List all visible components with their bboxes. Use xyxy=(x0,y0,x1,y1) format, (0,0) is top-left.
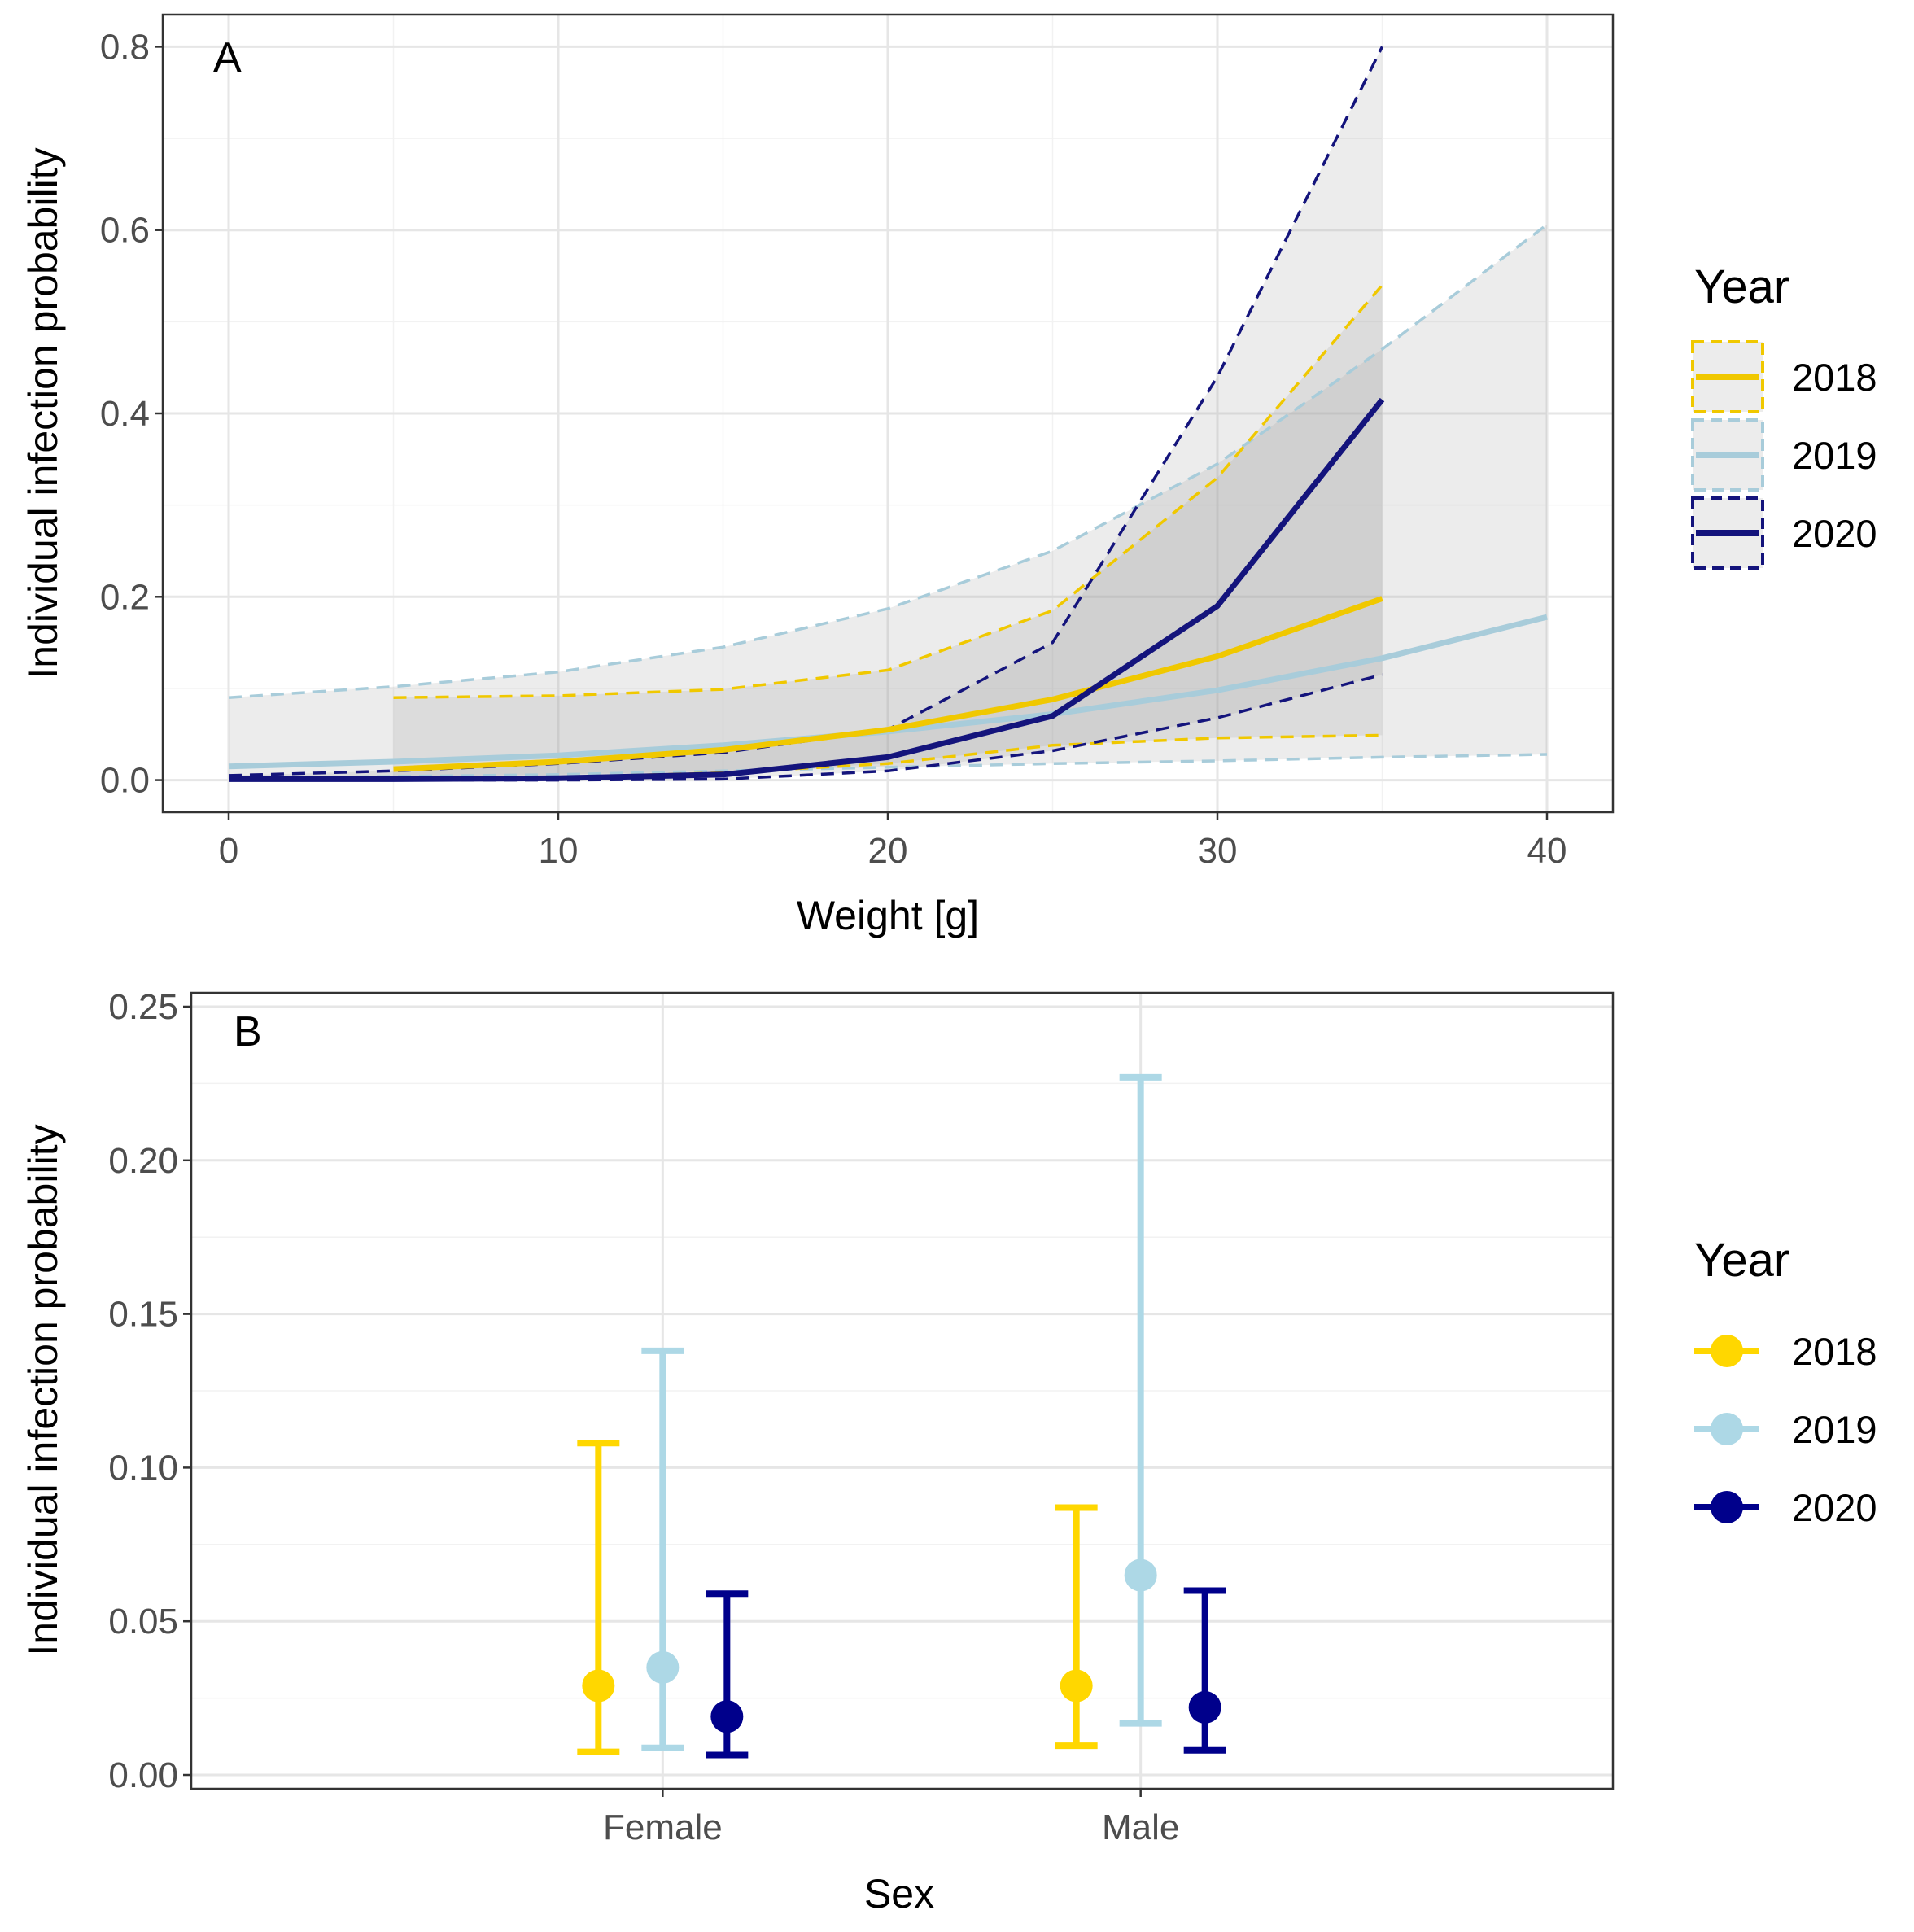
panel-a: 0.0 0.2 0.4 0.6 0.8 0 10 20 30 40 A Weight [g] I… xyxy=(20,13,1877,938)
panel-b-legend: Year 2018 2019 2020 xyxy=(1694,1234,1877,1529)
panel-b-minor-gridlines xyxy=(191,1082,1613,1699)
lower-bound-2018 xyxy=(393,733,1383,781)
y-tick-label: 0.2 xyxy=(100,577,150,617)
panel-a-y-axis-title: Individual infection probability xyxy=(20,147,66,679)
legend-label-2020: 2020 xyxy=(1792,512,1877,555)
y-tick-label: 0.15 xyxy=(108,1295,178,1335)
panel-b-y-ticks: 0.00 0.05 0.10 0.15 0.20 0.25 xyxy=(108,987,191,1795)
panel-a-x-axis-title: Weight [g] xyxy=(797,893,979,938)
y-tick-label: 0.25 xyxy=(108,987,178,1027)
y-tick-label: 0.8 xyxy=(100,27,150,67)
x-tick-label: 0 xyxy=(219,831,238,871)
y-tick-label: 0.4 xyxy=(100,394,150,434)
panel-a-legend-title: Year xyxy=(1694,260,1789,313)
legend-label-2018: 2018 xyxy=(1792,356,1877,399)
x-tick-label: 30 xyxy=(1198,831,1238,871)
panel-b-y-axis-title: Individual infection probability xyxy=(20,1124,66,1655)
panel-a-legend: Year 2018 2019 2020 xyxy=(1691,260,1877,570)
point-2019-Female xyxy=(646,1650,680,1684)
panel-b-error-bars xyxy=(577,1073,1226,1759)
legend-label-2018: 2018 xyxy=(1792,1330,1877,1373)
ribbon-2020 xyxy=(229,46,1383,780)
panel-a-series-lines xyxy=(228,397,1548,782)
x-tick-label: 40 xyxy=(1527,831,1567,871)
panel-a-y-ticks: 0.0 0.2 0.4 0.6 0.8 xyxy=(100,27,163,801)
panel-a-x-ticks: 0 10 20 30 40 xyxy=(219,812,1567,871)
y-tick-label: 0.10 xyxy=(108,1448,178,1488)
ribbon-2019 xyxy=(229,225,1547,779)
panel-a-confidence-ribbons xyxy=(229,46,1547,780)
panel-b-legend-title: Year xyxy=(1694,1234,1789,1287)
panel-b-border xyxy=(190,991,1615,1790)
x-tick-label: Female xyxy=(603,1807,723,1847)
panel-b-label: B xyxy=(234,1008,262,1056)
point-2018-Male xyxy=(1060,1669,1093,1703)
x-tick-label: 20 xyxy=(868,831,908,871)
legend-label-2020: 2020 xyxy=(1792,1486,1877,1529)
upper-bound-2019 xyxy=(228,223,1549,699)
legend-point-2020 xyxy=(1711,1491,1743,1523)
line-2020 xyxy=(229,397,1385,782)
y-tick-label: 0.20 xyxy=(108,1141,178,1181)
y-tick-label: 0.0 xyxy=(100,761,150,801)
legend-label-2019: 2019 xyxy=(1792,434,1877,477)
y-tick-label: 0.00 xyxy=(108,1755,178,1795)
panel-b-x-ticks: Female Male xyxy=(603,1789,1179,1847)
panel-b: 0.00 0.05 0.10 0.15 0.20 0.25 Female Male B Se… xyxy=(20,987,1877,1917)
upper-bound-2018 xyxy=(393,284,1383,699)
lower-bound-2019 xyxy=(228,753,1548,780)
point-2018-Female xyxy=(582,1669,615,1703)
x-tick-label: Male xyxy=(1102,1807,1179,1847)
panel-b-x-axis-title: Sex xyxy=(864,1871,934,1917)
point-2020-Male xyxy=(1188,1690,1221,1724)
y-tick-label: 0.6 xyxy=(100,211,150,251)
x-tick-label: 10 xyxy=(539,831,579,871)
line-2018 xyxy=(393,596,1383,772)
point-2020-Female xyxy=(710,1700,744,1733)
legend-point-2019 xyxy=(1711,1413,1743,1445)
panel-a-label: A xyxy=(213,34,242,81)
legend-point-2018 xyxy=(1711,1335,1743,1367)
legend-label-2019: 2019 xyxy=(1792,1408,1877,1451)
ribbon-2018 xyxy=(393,285,1383,780)
point-2019-Male xyxy=(1124,1558,1157,1592)
y-tick-label: 0.05 xyxy=(108,1602,178,1641)
